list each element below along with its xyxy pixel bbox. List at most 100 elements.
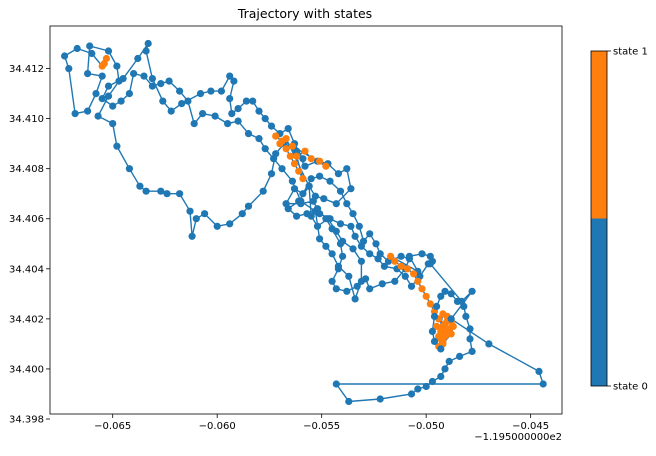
- state0-point: [259, 187, 267, 195]
- colorbar: state 0 state 1: [590, 47, 648, 393]
- state0-point: [366, 230, 374, 238]
- colorbar-state0-segment: [591, 218, 607, 386]
- state0-point: [140, 72, 148, 80]
- state0-point: [176, 87, 184, 95]
- state0-point: [192, 215, 200, 223]
- state0-point: [84, 70, 92, 78]
- state0-point: [401, 272, 409, 280]
- state1-point: [387, 252, 395, 260]
- state0-point: [326, 215, 334, 223]
- state0-point: [334, 265, 342, 273]
- state0-point: [293, 212, 301, 220]
- state1-point: [288, 142, 296, 150]
- state0-point: [144, 39, 152, 48]
- y-tick-label: 34.402: [9, 314, 44, 325]
- state0-point: [165, 77, 173, 85]
- state0-point: [119, 75, 127, 83]
- state0-point: [468, 347, 476, 355]
- state0-point: [104, 82, 113, 90]
- state0-point: [217, 87, 225, 95]
- state0-point: [313, 222, 322, 230]
- state0-point: [353, 282, 361, 290]
- state0-point: [456, 352, 464, 360]
- x-tick-label: −0.055: [303, 421, 340, 432]
- state0-point: [230, 77, 238, 85]
- state0-point: [441, 365, 449, 373]
- state0-point: [186, 207, 194, 215]
- state0-point: [407, 390, 416, 398]
- state0-point: [270, 155, 278, 163]
- state1-point: [439, 310, 447, 318]
- state0-point: [249, 97, 257, 105]
- state0-point: [163, 190, 171, 198]
- state0-point: [113, 62, 121, 70]
- state1-point: [272, 132, 280, 140]
- x-tick-label: −0.045: [512, 421, 549, 432]
- state1-point: [449, 322, 457, 330]
- state1-point: [414, 277, 422, 285]
- y-tick-label: 34.404: [9, 264, 44, 275]
- state0-point: [288, 177, 296, 185]
- state0-point: [134, 54, 142, 63]
- y-tick-label: 34.400: [9, 364, 44, 375]
- state0-point: [418, 250, 426, 258]
- state0-point: [148, 82, 156, 90]
- state0-point: [157, 187, 165, 195]
- state0-point: [366, 285, 374, 293]
- state0-point: [142, 47, 150, 55]
- state1-point: [282, 135, 290, 143]
- state0-point: [433, 302, 441, 310]
- state0-point: [226, 72, 234, 80]
- state0-point: [339, 252, 347, 260]
- state0-point: [328, 277, 336, 285]
- state0-point: [98, 72, 106, 80]
- state0-point: [428, 377, 436, 386]
- state0-point: [255, 135, 263, 143]
- state0-point: [224, 120, 232, 128]
- state1-point: [301, 147, 309, 155]
- state0-point: [242, 97, 250, 105]
- state0-point: [378, 280, 386, 288]
- state0-point: [307, 175, 315, 183]
- state0-point: [125, 90, 133, 98]
- state1-point: [403, 265, 411, 273]
- state0-point: [98, 95, 106, 103]
- state0-point: [301, 162, 309, 170]
- state0-point: [347, 222, 355, 230]
- state0-point: [322, 242, 330, 250]
- state1-point: [316, 157, 324, 165]
- state0-point: [226, 95, 234, 103]
- state0-point: [430, 312, 439, 320]
- state1-point: [422, 292, 430, 300]
- state0-point: [468, 287, 476, 295]
- chart-title: Trajectory with states: [237, 6, 372, 21]
- state0-point: [357, 242, 365, 250]
- state0-point: [437, 292, 445, 300]
- state0-point: [332, 285, 340, 293]
- state0-point: [226, 220, 234, 228]
- state0-point: [86, 42, 94, 50]
- state1-point: [322, 162, 330, 170]
- state0-point: [178, 100, 186, 108]
- state1-point: [102, 54, 110, 63]
- state0-point: [61, 52, 69, 60]
- state0-point: [441, 287, 449, 295]
- state0-point: [347, 185, 355, 193]
- x-tick-label: −0.065: [94, 421, 131, 432]
- state1-point: [397, 262, 405, 270]
- state0-point: [351, 232, 359, 240]
- state0-point: [71, 110, 79, 118]
- colorbar-tick-label: state 0: [613, 382, 648, 393]
- state0-point: [437, 372, 445, 381]
- state0-point: [466, 335, 474, 343]
- state1-point: [276, 140, 284, 148]
- state0-point: [261, 115, 269, 123]
- plot-area: [61, 39, 547, 406]
- state1-point: [299, 175, 307, 183]
- state0-point: [142, 187, 150, 195]
- state0-point: [309, 197, 317, 205]
- state0-point: [136, 182, 144, 190]
- state0-point: [238, 210, 246, 218]
